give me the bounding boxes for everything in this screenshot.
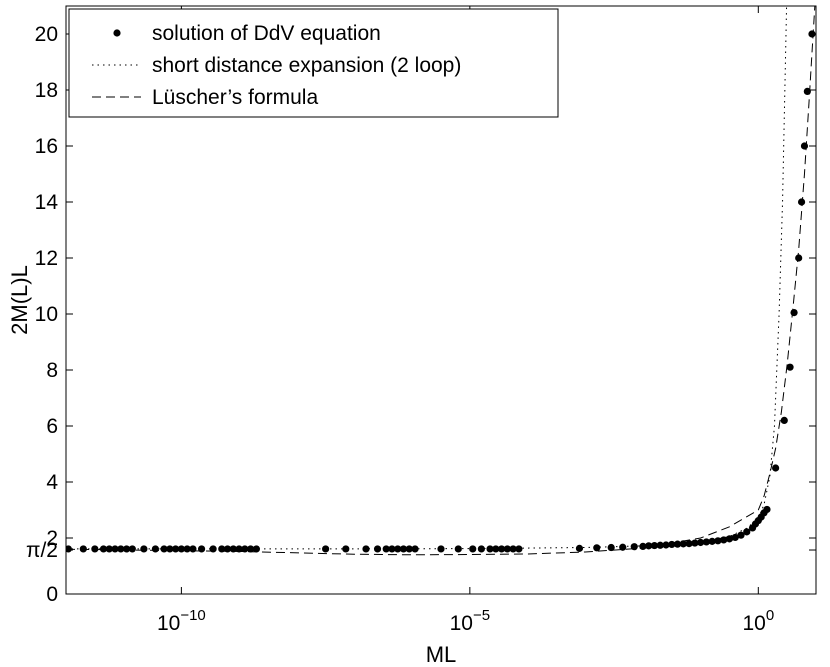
ddv-solution-point (790, 309, 798, 317)
ddv-solution-point (763, 505, 771, 514)
ddv-solution-point (720, 536, 728, 544)
ddv-solution-point (454, 545, 462, 553)
ddv-solution-point (575, 544, 584, 552)
legend-entry-label: solution of DdV equation (152, 22, 381, 45)
y-tick-label: 18 (35, 79, 58, 102)
ddv-solution-point (515, 545, 523, 553)
legend-marker-dot (113, 29, 121, 37)
y-tick-label: 2 (46, 527, 58, 550)
legend-box (68, 8, 559, 118)
ddv-solution-point (797, 198, 806, 206)
y-tick-label: 8 (46, 359, 58, 382)
y-axis-label: 2M(L)L (7, 265, 32, 335)
x-tick-label: 10−5 (450, 607, 490, 635)
series-layer (66, 6, 816, 556)
ddv-solution-point (795, 254, 803, 262)
short-distance-expansion-line (66, 6, 788, 550)
ddv-solution-point (780, 416, 788, 424)
ddv-solution-point (772, 464, 780, 472)
y-tick-label: 20 (35, 23, 58, 46)
y-tick-label: 14 (35, 191, 59, 214)
ddv-solution-point (105, 545, 113, 553)
y-tick-label: 16 (35, 135, 58, 158)
ddv-solution-point (342, 545, 350, 553)
ddv-solution-point (252, 545, 260, 553)
ddv-solution-point (247, 545, 255, 553)
ddv-solution-point (399, 545, 408, 553)
luscher-formula-line (66, 6, 816, 556)
ddv-solution-point (708, 537, 716, 545)
ddv-solution-point (229, 545, 237, 553)
ddv-solution-point (662, 541, 670, 549)
x-tick-label: 100 (742, 607, 774, 635)
ddv-solution-point (619, 543, 627, 551)
ddv-solution-point (497, 545, 506, 553)
legend-entry-label: Lüscher’s formula (152, 86, 318, 109)
y-tick-label: 10 (35, 303, 58, 326)
ddv-solution-point (117, 545, 125, 553)
ddv-solution-point (697, 538, 705, 547)
y-tick-label: π/2 (26, 539, 58, 562)
x-axis-label: ML (426, 642, 457, 667)
ddv-solution-point (111, 545, 119, 553)
ddv-solution-point (731, 533, 739, 542)
ddv-solution-point (800, 142, 809, 150)
ddv-solution-point (394, 545, 402, 553)
ddv-solution-point (786, 363, 794, 371)
ddv-solution-point (503, 545, 511, 553)
ddv-solution-point (492, 545, 500, 553)
ddv-solution-point (373, 545, 382, 553)
ddv-solution-point (714, 537, 722, 545)
ddv-solution-point (737, 531, 745, 539)
legend-entry-label: short distance expansion (2 loop) (152, 54, 461, 77)
ddv-solution-point (477, 545, 485, 553)
ddv-solution-point (691, 539, 699, 547)
ddv-solution-point (685, 540, 693, 548)
ddv-solution-point (405, 545, 413, 553)
y-tick-label: 6 (46, 415, 58, 438)
ddv-solution-point (235, 545, 243, 553)
ddv-solution-point (743, 528, 751, 536)
ddv-solution-point (607, 543, 615, 552)
ddv-solution-point (362, 545, 370, 553)
plot-frame (65, 5, 817, 595)
x-tick-label: 10−10 (157, 607, 206, 635)
legend: solution of DdV equation short distance e… (68, 8, 559, 118)
ddv-solution-point (593, 544, 601, 552)
ddv-solution-point (411, 545, 419, 553)
ddv-solution-point (223, 545, 232, 553)
ddv-solution-point (725, 535, 734, 543)
ddv-solution-point (679, 540, 687, 548)
ddv-solution-point (99, 545, 108, 553)
ddv-solution-point (509, 545, 517, 553)
ddv-solution-point (172, 545, 180, 553)
y-tick-label: 12 (35, 247, 58, 270)
ddv-solution-point (241, 545, 249, 553)
ddv-solution-point (218, 545, 226, 553)
y-tick-label: 4 (46, 471, 58, 494)
axes: 0 π/22 4 6 8 10 12 14 16 18 20 10−10 10−5 100 (26, 5, 817, 635)
ddv-solution-point (702, 538, 710, 546)
ddv-solution-point (469, 545, 477, 553)
y-tick-label: 0 (46, 583, 58, 606)
